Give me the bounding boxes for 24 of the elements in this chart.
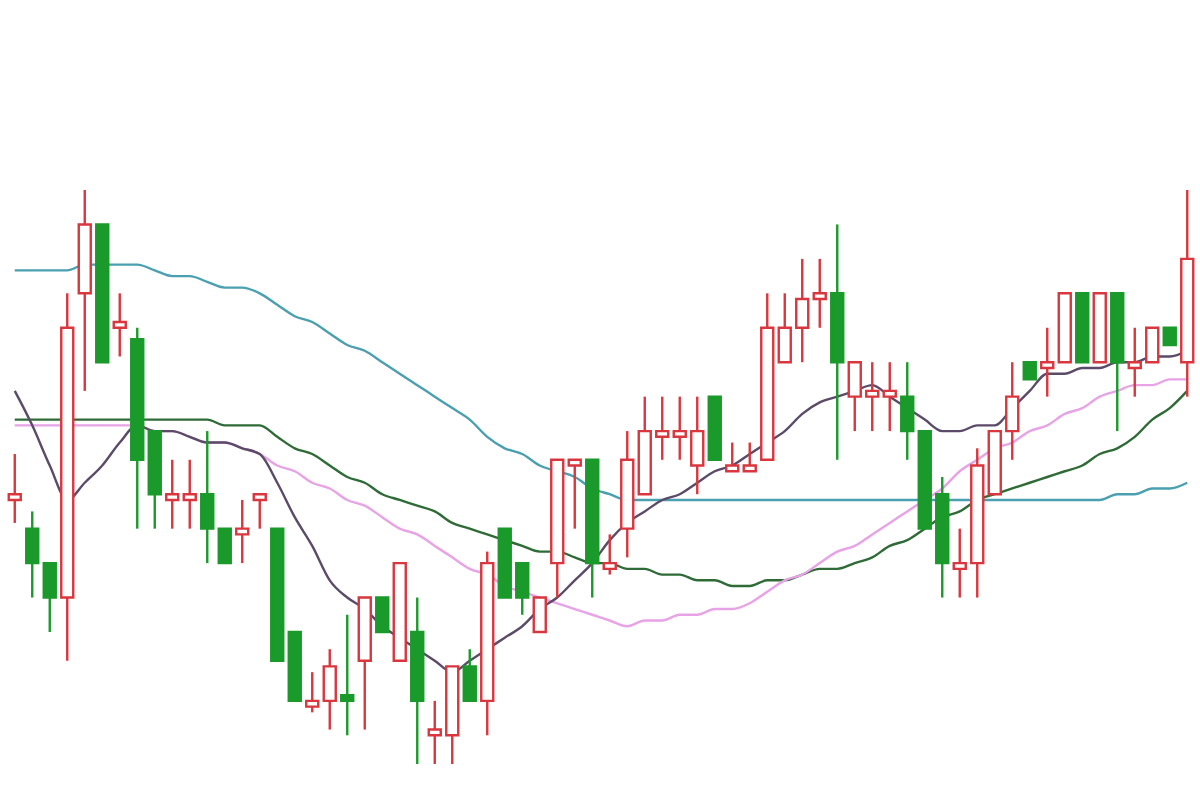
candlestick — [375, 596, 390, 634]
candlestick — [742, 441, 757, 473]
candlestick — [1040, 326, 1055, 398]
candlestick — [462, 648, 477, 703]
candlestick — [42, 561, 57, 634]
candlestick — [252, 493, 267, 530]
candlestick — [182, 458, 197, 530]
candlestick — [112, 292, 127, 358]
candlestick — [900, 361, 915, 461]
candlestick — [532, 596, 547, 634]
candlestick — [165, 458, 180, 530]
candlestick — [235, 498, 250, 565]
candlestick — [217, 527, 232, 565]
candlestick — [725, 441, 740, 473]
candlestick — [200, 429, 215, 565]
candlestick — [602, 533, 617, 576]
candlestick — [322, 648, 337, 731]
candlestick — [812, 257, 827, 329]
candlestick — [882, 361, 897, 433]
candlestick — [305, 670, 320, 714]
candlestick — [25, 510, 40, 599]
candlestick — [340, 613, 355, 737]
candlestick — [7, 452, 22, 525]
candlestick — [567, 458, 582, 530]
